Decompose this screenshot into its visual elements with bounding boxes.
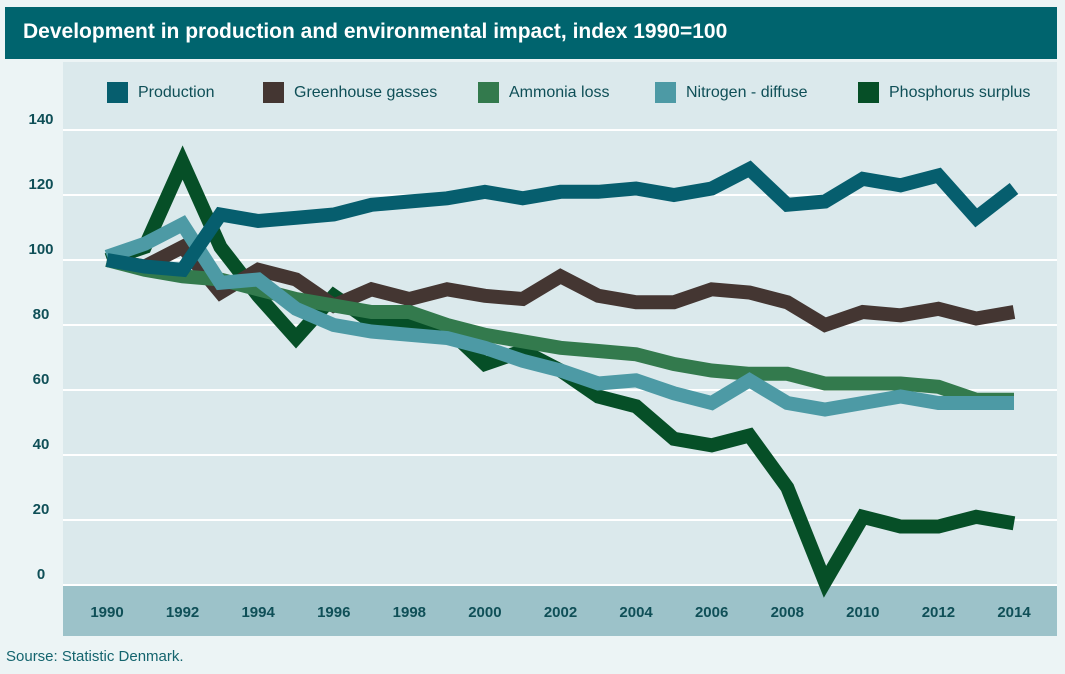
x-tick-label: 1992 (166, 604, 199, 621)
source-note: Sourse: Statistic Denmark. (6, 648, 184, 665)
legend: Production Greenhouse gasses Ammonia loss N… (107, 82, 1030, 103)
chart-title: Development in production and environmen… (23, 20, 728, 43)
y-tick-label: 80 (33, 306, 50, 323)
legend-label-nitrogen-diffuse: Nitrogen - diffuse (686, 84, 808, 101)
x-axis-ticks: 1990 1992 1994 1996 1998 2000 2002 2004 2006 2008… (90, 604, 1031, 621)
y-axis-ticks: 0 20 40 60 80 100 120 140 (28, 111, 53, 583)
x-tick-label: 2008 (771, 604, 804, 621)
legend-swatch-greenhouse-gasses (263, 82, 284, 103)
plot-background (63, 62, 1057, 585)
y-tick-label: 40 (33, 436, 50, 453)
legend-label-production: Production (138, 84, 215, 101)
x-tick-label: 2012 (922, 604, 955, 621)
x-tick-label: 2000 (468, 604, 501, 621)
series-line-nitrogen-diffuse (104, 215, 1014, 417)
series-line-production (105, 160, 1019, 278)
legend-label-phosphorus-surplus: Phosphorus surplus (889, 84, 1030, 101)
x-tick-label: 2010 (846, 604, 879, 621)
y-tick-label: 0 (37, 566, 45, 583)
series-line-ammonia-loss (105, 253, 1014, 407)
x-tick-label: 1990 (90, 604, 123, 621)
y-tick-label: 100 (28, 241, 53, 258)
x-axis-band (63, 585, 1057, 636)
series-line-greenhouse-gasses (105, 238, 1016, 333)
x-tick-label: 1998 (393, 604, 426, 621)
legend-label-greenhouse-gasses: Greenhouse gasses (294, 84, 437, 101)
x-tick-label: 2004 (619, 604, 653, 621)
y-tick-label: 140 (28, 111, 53, 128)
x-tick-label: 2006 (695, 604, 728, 621)
y-tick-label: 60 (33, 371, 50, 388)
legend-swatch-ammonia-loss (478, 82, 499, 103)
x-tick-label: 1996 (317, 604, 350, 621)
legend-label-ammonia-loss: Ammonia loss (509, 84, 609, 101)
x-tick-label: 2002 (544, 604, 577, 621)
y-tick-label: 20 (33, 501, 50, 518)
legend-swatch-production (107, 82, 128, 103)
legend-swatch-nitrogen-diffuse (655, 82, 676, 103)
series-lines (104, 145, 1019, 598)
x-tick-label: 1994 (241, 604, 275, 621)
title-bar: Development in production and environmen… (5, 7, 1057, 59)
x-tick-label: 2014 (997, 604, 1031, 621)
legend-swatch-phosphorus-surplus (858, 82, 879, 103)
y-tick-label: 120 (28, 176, 53, 193)
